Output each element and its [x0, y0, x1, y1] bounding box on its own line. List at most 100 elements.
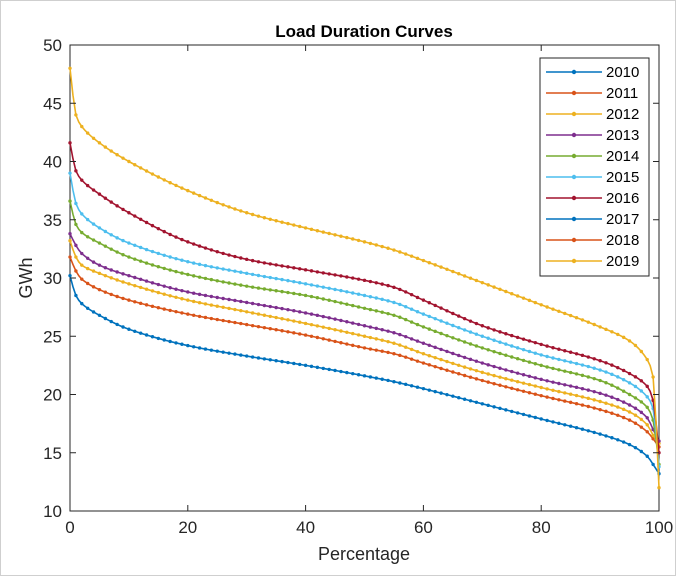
- data-point: [197, 314, 202, 319]
- data-point: [468, 399, 473, 403]
- data-point: [80, 263, 84, 267]
- data-point: [315, 324, 320, 328]
- data-point: [468, 357, 473, 362]
- data-point: [486, 336, 490, 340]
- data-point: [574, 361, 579, 366]
- data-point: [551, 396, 555, 401]
- data-point: [227, 268, 231, 272]
- data-point: [545, 344, 549, 348]
- data-point: [133, 300, 137, 304]
- data-point: [398, 315, 402, 319]
- legend-label: 2018: [606, 232, 639, 249]
- data-point: [380, 349, 384, 353]
- data-point: [627, 339, 632, 343]
- data-point: [539, 377, 543, 382]
- data-point: [221, 305, 225, 310]
- data-point: [186, 343, 190, 348]
- data-point: [362, 306, 367, 310]
- data-point: [439, 265, 443, 269]
- data-point: [527, 391, 532, 395]
- data-point: [457, 363, 461, 367]
- data-point: [121, 156, 125, 160]
- data-point: [427, 327, 431, 331]
- data-point: [492, 373, 496, 378]
- data-point: [191, 313, 196, 317]
- data-point: [321, 285, 325, 289]
- data-point: [374, 348, 378, 352]
- data-point: [303, 226, 308, 230]
- data-point: [315, 313, 320, 318]
- data-point: [274, 219, 278, 223]
- data-point: [598, 399, 602, 404]
- data-point: [610, 411, 614, 415]
- data-point: [645, 357, 649, 362]
- data-point: [115, 278, 119, 282]
- data-point: [409, 307, 414, 311]
- data-point: [380, 297, 384, 302]
- data-point: [586, 320, 591, 324]
- data-point: [592, 322, 596, 327]
- data-point: [150, 281, 155, 285]
- data-point: [315, 365, 320, 370]
- legend-entry: 2016: [546, 190, 639, 207]
- legend-entry: 2017: [546, 211, 639, 228]
- data-point: [657, 486, 661, 490]
- data-point: [386, 378, 390, 383]
- data-point: [227, 205, 231, 209]
- data-point: [486, 403, 490, 408]
- data-point: [616, 332, 620, 337]
- data-point: [580, 318, 585, 322]
- data-point: [298, 281, 302, 285]
- data-point: [268, 217, 272, 221]
- data-point: [610, 363, 614, 367]
- data-point: [168, 232, 172, 237]
- data-point: [91, 188, 96, 192]
- data-point: [333, 299, 337, 304]
- data-point: [127, 282, 131, 286]
- data-point: [121, 280, 125, 284]
- data-point: [292, 309, 296, 313]
- legend-entry: 2010: [546, 64, 639, 81]
- data-point: [398, 332, 402, 337]
- data-point: [351, 321, 355, 325]
- data-point: [586, 429, 591, 433]
- data-point: [356, 333, 361, 337]
- data-point: [504, 368, 508, 372]
- data-point: [362, 374, 367, 378]
- data-point: [186, 312, 190, 316]
- data-point: [557, 309, 561, 313]
- data-point: [138, 259, 143, 263]
- data-point: [274, 328, 278, 332]
- data-point: [398, 302, 402, 307]
- data-point: [85, 266, 90, 271]
- data-point: [533, 300, 538, 305]
- data-point: [533, 415, 538, 420]
- data-point: [368, 241, 373, 246]
- data-point: [492, 285, 496, 289]
- data-point: [592, 430, 596, 435]
- data-point: [580, 373, 585, 378]
- data-point: [174, 341, 178, 345]
- data-point: [621, 440, 626, 444]
- x-tick-label: 40: [296, 518, 315, 537]
- data-point: [539, 385, 543, 390]
- data-point: [563, 311, 567, 316]
- data-point: [115, 153, 119, 157]
- data-point: [639, 379, 644, 383]
- data-point: [345, 320, 349, 324]
- data-point: [186, 272, 190, 277]
- data-point: [362, 346, 367, 350]
- legend-marker: [571, 132, 577, 138]
- data-point: [262, 287, 267, 291]
- data-point: [303, 333, 308, 337]
- data-point: [138, 277, 143, 282]
- data-point: [521, 337, 526, 341]
- data-point: [138, 285, 143, 290]
- data-point: [574, 385, 579, 390]
- data-point: [404, 382, 408, 387]
- data-point: [633, 384, 638, 389]
- data-point: [321, 325, 325, 329]
- data-point: [245, 257, 249, 262]
- data-point: [286, 307, 290, 312]
- data-point: [138, 331, 143, 335]
